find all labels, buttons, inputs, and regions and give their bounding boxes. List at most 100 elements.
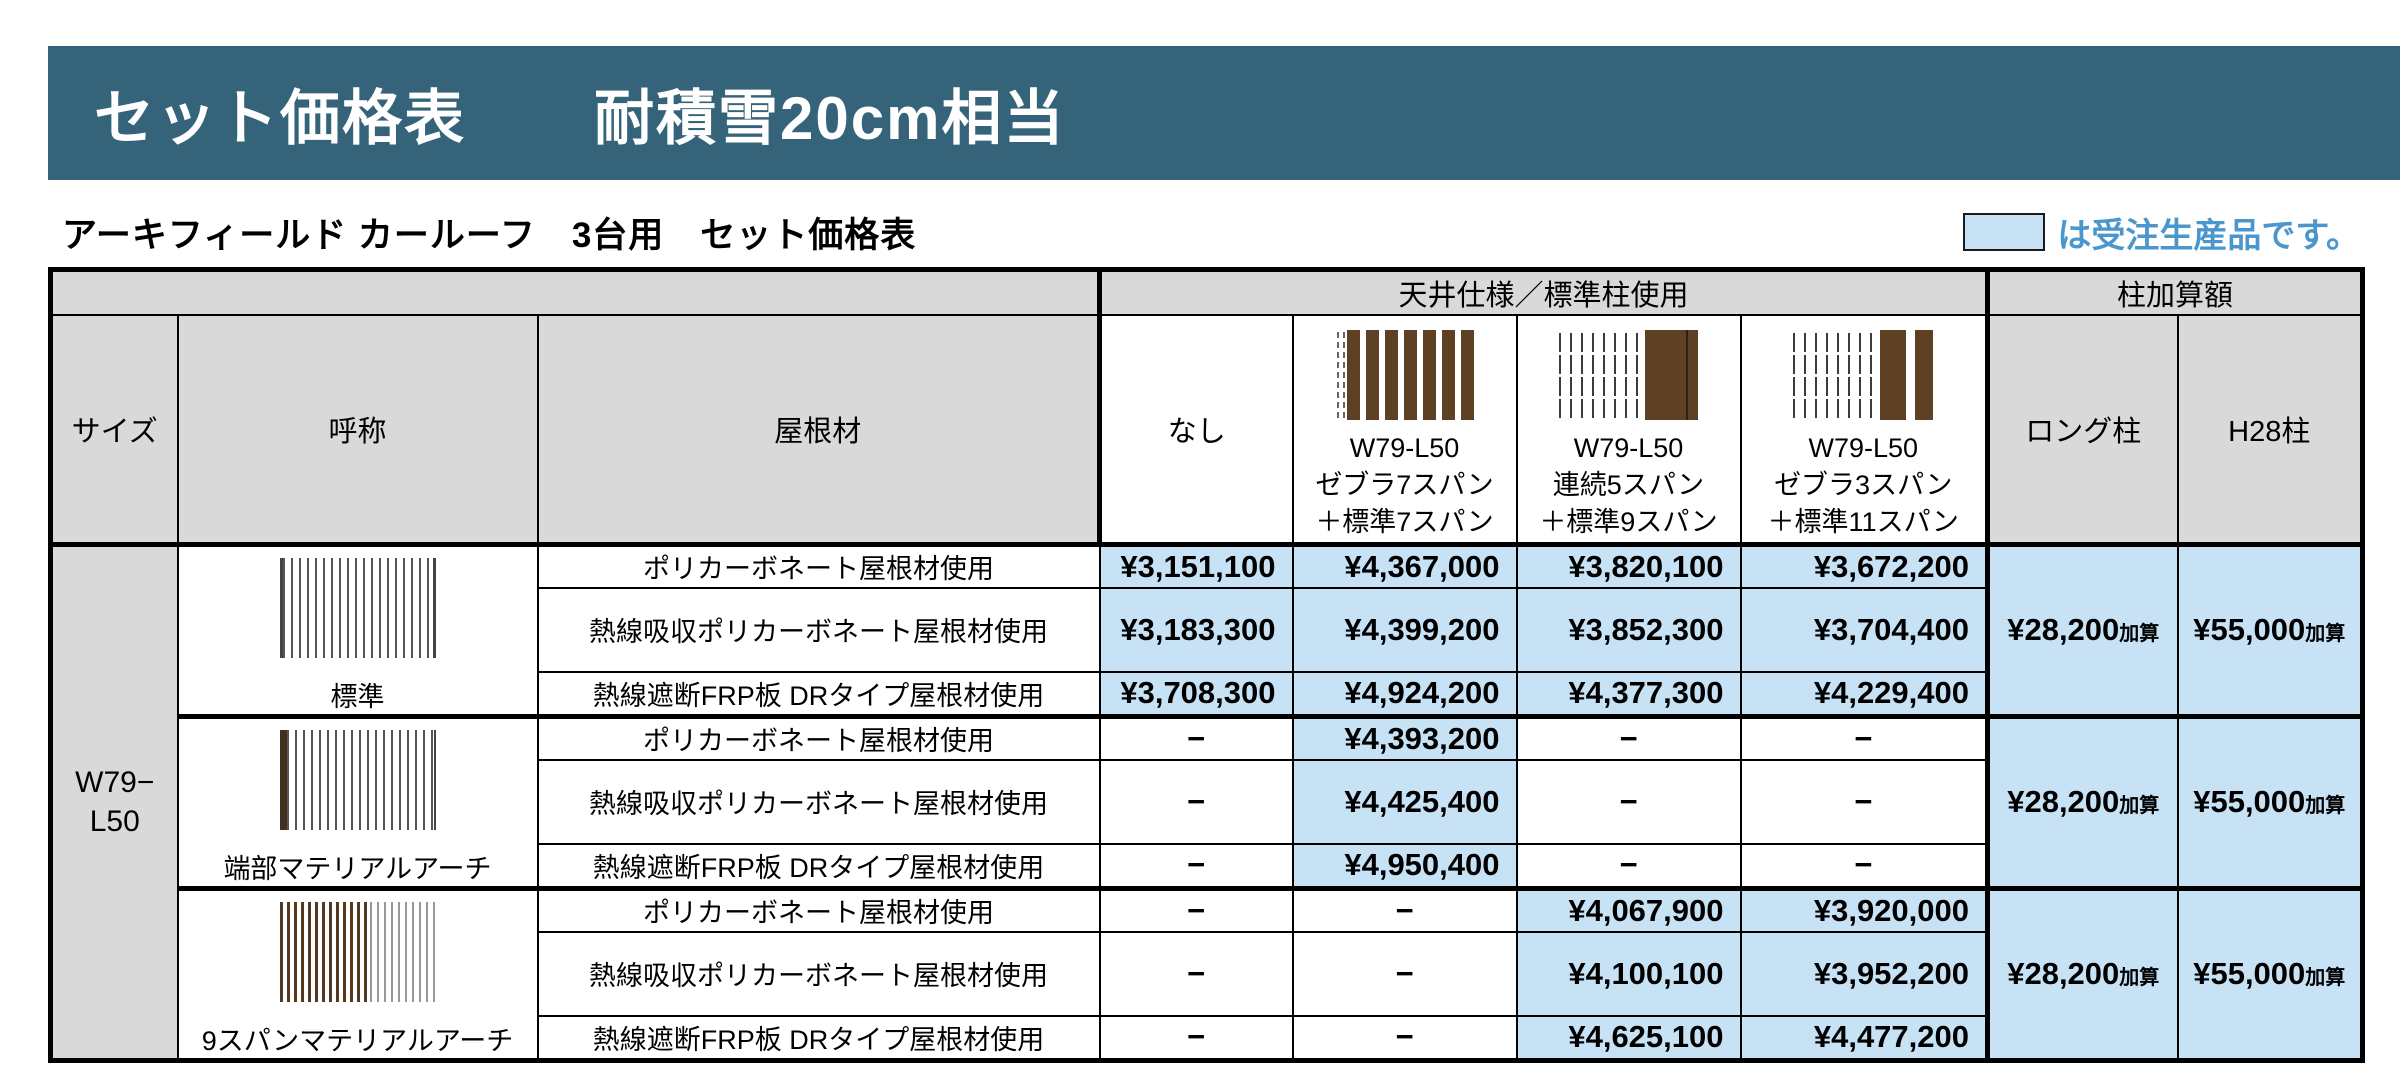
roof-material-cell: 熱線遮断FRP板 DRタイプ屋根材使用 — [536, 671, 1101, 717]
spec2-line1: W79-L50 — [1573, 433, 1684, 464]
roof-pattern-zebra7-image — [1335, 330, 1475, 421]
h28-pillar-add-cell: ¥55,000加算 — [2176, 885, 2364, 1061]
price-cell: ¥3,952,200 — [1739, 930, 1990, 1018]
price-cell: ¥3,183,300 — [1098, 586, 1294, 674]
dash-cell: − — [1291, 1015, 1518, 1061]
dash-cell: − — [1291, 930, 1518, 1018]
dash-cell: − — [1739, 713, 1990, 761]
h28-pillar-add-cell: ¥55,000加算 — [2176, 541, 2364, 717]
price-cell: ¥3,151,100 — [1098, 541, 1294, 589]
add-suffix: 加算 — [2305, 623, 2346, 645]
price-cell: ¥4,377,300 — [1515, 671, 1742, 717]
size-line2: L50 — [89, 805, 140, 838]
dash-cell: − — [1098, 843, 1294, 889]
size-line1: W79− — [75, 766, 155, 799]
header-h28-pillar: H28柱 — [2176, 314, 2364, 545]
price-cell: ¥4,950,400 — [1291, 843, 1518, 889]
header-spacer-cell — [49, 268, 1102, 316]
roof-material-cell: ポリカーボネート屋根材使用 — [536, 885, 1101, 933]
group-name-label: 端部マテリアルアーチ — [223, 853, 492, 884]
add-value: ¥55,000 — [2193, 956, 2306, 991]
price-cell: ¥3,704,400 — [1739, 586, 1990, 674]
dash-cell: − — [1098, 1015, 1294, 1061]
roof-material-cell: 熱線吸収ポリカーボネート屋根材使用 — [536, 586, 1101, 674]
header-roof: 屋根材 — [536, 314, 1102, 545]
price-cell: ¥4,425,400 — [1291, 758, 1518, 846]
add-value: ¥28,200 — [2007, 956, 2120, 991]
price-cell: ¥3,920,000 — [1739, 885, 1990, 933]
page-title: アーキフィールド カールーフ 3台用 セット価格表 — [62, 215, 917, 255]
add-value: ¥55,000 — [2193, 784, 2306, 819]
price-cell: ¥3,708,300 — [1098, 671, 1294, 717]
add-value: ¥28,200 — [2007, 784, 2120, 819]
roof-material-cell: 熱線吸収ポリカーボネート屋根材使用 — [536, 930, 1101, 1018]
spec1-line3: ＋標準7スパン — [1315, 507, 1494, 538]
group-name-cell-9span: 9スパンマテリアルアーチ — [176, 885, 539, 1061]
dash-cell: − — [1098, 713, 1294, 761]
size-cell: W79− L50 — [49, 541, 179, 1061]
header-size: サイズ — [49, 314, 179, 545]
group-name-cell-standard: 標準 — [176, 541, 539, 717]
long-pillar-add-cell: ¥28,200加算 — [1986, 713, 2179, 889]
price-cell: ¥4,100,100 — [1515, 930, 1742, 1018]
roof-material-cell: 熱線遮断FRP板 DRタイプ屋根材使用 — [536, 843, 1101, 889]
price-cell: ¥4,924,200 — [1291, 671, 1518, 717]
long-pillar-add-cell: ¥28,200加算 — [1986, 885, 2179, 1061]
dash-cell: − — [1098, 758, 1294, 846]
dash-cell: − — [1098, 885, 1294, 933]
spec1-line2: ゼブラ7スパン — [1315, 470, 1494, 501]
add-suffix: 加算 — [2305, 967, 2346, 989]
price-cell: ¥4,229,400 — [1739, 671, 1990, 717]
roof-pattern-9span-image — [279, 901, 436, 1002]
price-cell: ¥3,820,100 — [1515, 541, 1742, 589]
add-suffix: 加算 — [2119, 795, 2160, 817]
spec2-line2: 連続5スパン — [1552, 470, 1705, 501]
add-value: ¥55,000 — [2193, 612, 2306, 647]
spec3-line1: W79-L50 — [1808, 433, 1919, 464]
group-name-label: 9スパンマテリアルアーチ — [201, 1025, 514, 1056]
legend: は受注生産品です。 — [1963, 208, 2360, 257]
dash-cell: − — [1515, 843, 1742, 889]
price-table: 天井仕様／標準柱使用 柱加算額 サイズ 呼称 屋根材 なし W79-L50 ゼブ… — [48, 267, 2365, 1063]
dash-cell: − — [1098, 930, 1294, 1018]
legend-color-swatch — [1963, 213, 2046, 251]
price-cell: ¥4,067,900 — [1515, 885, 1742, 933]
long-pillar-add-cell: ¥28,200加算 — [1986, 541, 2179, 717]
roof-material-cell: ポリカーボネート屋根材使用 — [536, 713, 1101, 761]
dash-cell: − — [1515, 758, 1742, 846]
price-cell: ¥4,399,200 — [1291, 586, 1518, 674]
price-cell: ¥4,393,200 — [1291, 713, 1518, 761]
add-suffix: 加算 — [2119, 967, 2160, 989]
banner-subtitle: 耐積雪20cm相当 — [594, 84, 1066, 152]
dash-cell: − — [1291, 885, 1518, 933]
h28-pillar-add-cell: ¥55,000加算 — [2176, 713, 2364, 889]
group-name-label: 標準 — [330, 681, 385, 712]
header-pillar-group: 柱加算額 — [1986, 268, 2364, 316]
roof-pattern-standard-image — [279, 557, 436, 658]
spec1-line1: W79-L50 — [1349, 433, 1460, 464]
roof-material-cell: ポリカーボネート屋根材使用 — [536, 541, 1101, 589]
price-cell: ¥4,367,000 — [1291, 541, 1518, 589]
spec2-line3: ＋標準9スパン — [1539, 507, 1718, 538]
section-banner: セット価格表 耐積雪20cm相当 — [48, 46, 2400, 180]
roof-material-cell: 熱線遮断FRP板 DRタイプ屋根材使用 — [536, 1015, 1101, 1061]
header-col-zebra3: W79-L50 ゼブラ3スパン ＋標準11スパン — [1739, 314, 1990, 545]
header-col-none: なし — [1098, 314, 1294, 545]
spec3-line3: ＋標準11スパン — [1767, 507, 1959, 538]
price-cell: ¥4,477,200 — [1739, 1015, 1990, 1061]
roof-pattern-zebra3-image — [1793, 330, 1934, 421]
price-cell: ¥3,852,300 — [1515, 586, 1742, 674]
dash-cell: − — [1515, 713, 1742, 761]
add-value: ¥28,200 — [2007, 612, 2120, 647]
header-ceiling-group: 天井仕様／標準柱使用 — [1098, 268, 1990, 316]
banner-title: セット価格表 — [94, 84, 466, 152]
header-col-zebra7: W79-L50 ゼブラ7スパン ＋標準7スパン — [1291, 314, 1518, 545]
roof-material-cell: 熱線吸収ポリカーボネート屋根材使用 — [536, 758, 1101, 846]
header-long-pillar: ロング柱 — [1986, 314, 2179, 545]
price-cell: ¥4,625,100 — [1515, 1015, 1742, 1061]
roof-pattern-renzoku5-image — [1558, 330, 1699, 421]
dash-cell: − — [1739, 758, 1990, 846]
legend-note: は受注生産品です。 — [2057, 216, 2360, 255]
add-suffix: 加算 — [2119, 623, 2160, 645]
